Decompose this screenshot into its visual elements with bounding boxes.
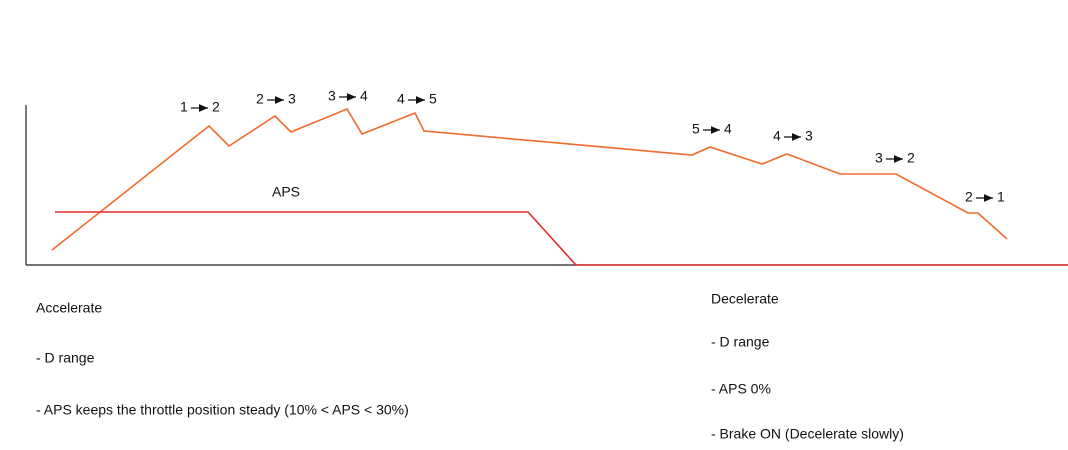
aps-line — [55, 211, 1068, 266]
accelerate-title: Accelerate — [36, 300, 102, 316]
shift-to: 2 — [907, 150, 915, 166]
shift-from: 5 — [692, 121, 700, 137]
shift-to: 4 — [360, 88, 368, 104]
shift-to: 4 — [724, 121, 732, 137]
aps-label: APS — [272, 184, 300, 200]
decelerate-item: - D range — [711, 334, 770, 350]
accelerate-item: - D range — [36, 350, 95, 366]
shift-to: 3 — [288, 91, 296, 107]
shift-to: 5 — [429, 91, 437, 107]
vehicle-speed-line — [51, 107, 1008, 251]
shift-to: 2 — [212, 99, 220, 115]
shift-from: 4 — [773, 128, 781, 144]
shift-to: 1 — [997, 189, 1005, 205]
shift-from: 2 — [965, 189, 973, 205]
decelerate-item: - APS 0% — [711, 381, 771, 397]
shift-from: 1 — [180, 99, 188, 115]
decelerate-item: - Brake ON (Decelerate slowly) — [711, 426, 904, 442]
shift-from: 3 — [875, 150, 883, 166]
shift-from: 4 — [397, 91, 405, 107]
shift-to: 3 — [805, 128, 813, 144]
shift-from: 3 — [328, 88, 336, 104]
shift-from: 2 — [256, 91, 264, 107]
accelerate-item: - APS keeps the throttle position steady… — [36, 402, 409, 418]
decelerate-title: Decelerate — [711, 291, 779, 307]
